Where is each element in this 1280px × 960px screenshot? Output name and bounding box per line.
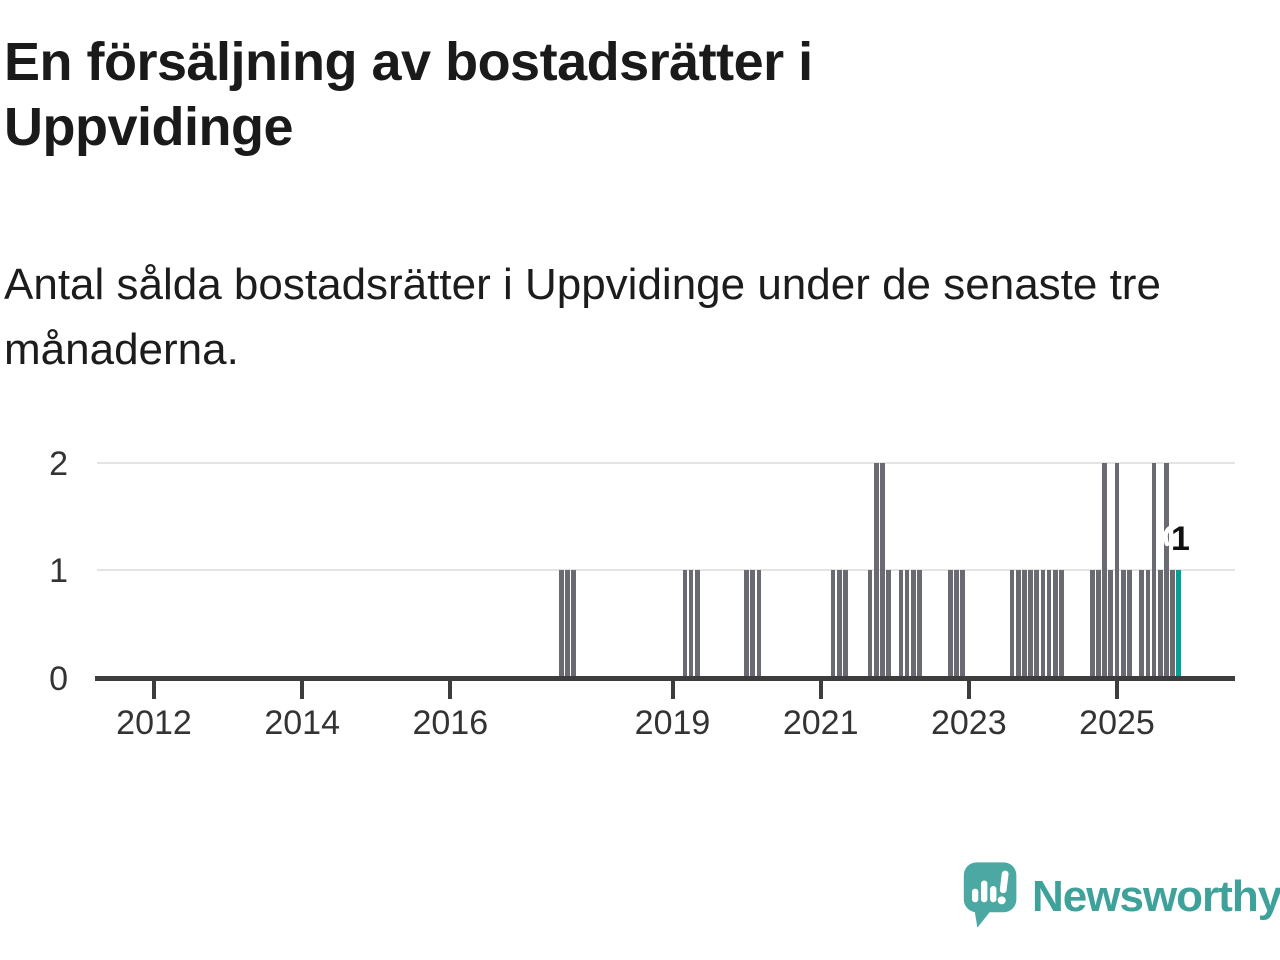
x-tick-label: 2014 [264, 704, 340, 742]
bar [954, 569, 959, 676]
x-tick [300, 676, 305, 699]
bar [756, 569, 762, 676]
bar [1108, 569, 1114, 676]
newsworthy-brand-text: Newsworthy [1032, 872, 1280, 921]
chart-title: En försäljning av bostadsrätter i Uppvid… [4, 32, 813, 157]
bar [682, 569, 688, 676]
bar [1114, 463, 1120, 676]
bar [880, 463, 885, 676]
bar [1170, 569, 1175, 676]
x-tick-label: 2016 [412, 704, 489, 742]
highlight-value-label: 1 [1171, 520, 1190, 558]
bar [904, 569, 910, 676]
bar [1096, 569, 1101, 676]
x-tick-label: 2025 [1079, 704, 1155, 742]
bar [1046, 569, 1052, 676]
bar [843, 569, 848, 676]
y-tick-label: 0 [49, 660, 68, 698]
bar [947, 569, 953, 676]
bar [1015, 569, 1021, 676]
x-tick-label: 2019 [634, 704, 711, 742]
bar [1102, 463, 1107, 676]
y-tick-label: 2 [49, 445, 68, 483]
bar [1028, 569, 1033, 676]
bar [873, 463, 879, 676]
x-tick [152, 676, 156, 699]
bar [1145, 569, 1151, 676]
bar [836, 569, 842, 676]
bar [688, 569, 694, 676]
bar [910, 569, 916, 676]
chart-subtitle: Antal sålda bostadsrätter i Uppvidinge u… [4, 260, 1161, 374]
bar [886, 569, 891, 676]
bar [1040, 569, 1046, 676]
bar [744, 569, 749, 676]
bar [1127, 569, 1132, 676]
bar [1022, 569, 1027, 676]
bar [867, 569, 873, 676]
bar [1059, 569, 1064, 676]
bar [960, 569, 966, 676]
newsworthy-logo-icon [963, 862, 1017, 928]
bar [830, 569, 836, 676]
x-tick-label: 2021 [782, 704, 859, 742]
y-gridline [97, 462, 1235, 464]
annotation-leader-line [1163, 523, 1177, 547]
bar [565, 569, 570, 676]
y-tick-label: 1 [49, 551, 68, 590]
bar [898, 569, 904, 676]
x-tick [670, 676, 675, 699]
bar [1034, 569, 1040, 676]
bar [1120, 569, 1126, 676]
bar [917, 569, 922, 676]
bar [1151, 463, 1157, 676]
x-tick [818, 676, 823, 699]
bar [1052, 569, 1058, 676]
x-axis-line [95, 676, 1235, 681]
bar-chart: 0 1 2 2012 2014 2016 2019 2021 2023 2025 [49, 445, 1235, 742]
bar [1164, 463, 1169, 676]
x-tick [1115, 676, 1119, 699]
highlighted-bar [1176, 569, 1182, 676]
bar [1089, 569, 1095, 676]
bar [571, 569, 577, 676]
y-gridline [97, 568, 1235, 571]
x-tick [966, 676, 971, 699]
bar [1139, 569, 1145, 676]
x-tick-label: 2023 [930, 704, 1007, 742]
x-tick-label: 2012 [116, 704, 192, 742]
bar [694, 569, 700, 676]
bar [559, 569, 564, 676]
bar [1157, 569, 1163, 676]
bar [1009, 569, 1015, 676]
x-tick [448, 676, 453, 699]
bar [750, 569, 756, 676]
